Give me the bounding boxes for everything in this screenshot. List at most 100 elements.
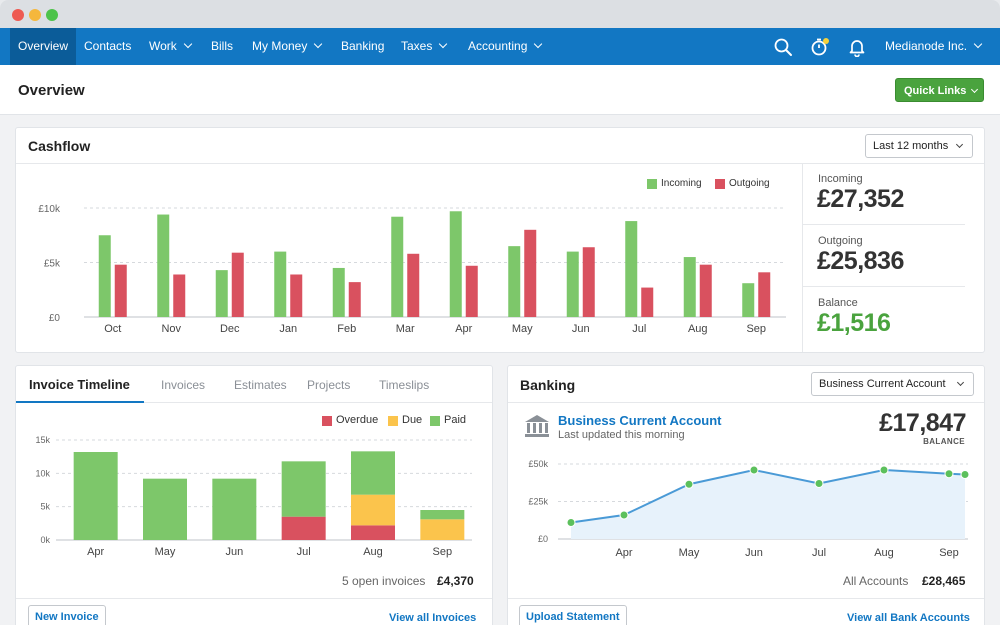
balance-point [960, 470, 970, 479]
nav-work-label: Work [149, 39, 177, 53]
tab-invoice-timeline[interactable]: Invoice Timeline [29, 377, 130, 392]
y-tick-label: 15k [35, 435, 50, 445]
bar-outgoing [290, 274, 303, 317]
bank-balance-value: £17,847 [879, 409, 966, 437]
upload-statement-button[interactable]: Upload Statement [519, 605, 627, 625]
company-menu[interactable]: Medianode Inc. [877, 28, 989, 65]
y-tick-label: £0 [538, 534, 548, 544]
nav-banking[interactable]: Banking [333, 28, 392, 65]
bar-incoming [449, 211, 462, 317]
x-tick-label: Apr [455, 323, 472, 335]
minimize-window-button[interactable] [29, 9, 41, 21]
x-tick-label: Jul [632, 323, 646, 335]
timer-icon[interactable] [810, 37, 830, 57]
cashflow-title: Cashflow [28, 138, 91, 154]
chevron-down-icon [534, 39, 543, 49]
y-tick-label: 10k [35, 468, 50, 478]
x-tick-label: Apr [615, 547, 632, 559]
nav-bills[interactable]: Bills [203, 28, 241, 65]
cashflow-period-select[interactable]: Last 12 months [865, 134, 973, 158]
balance-point [749, 465, 759, 475]
nav-my-money-label: My Money [252, 39, 308, 53]
x-tick-label: Jul [297, 546, 311, 558]
bar-outgoing [758, 272, 771, 317]
nav-accounting[interactable]: Accounting [460, 28, 549, 65]
bar-due [351, 494, 395, 526]
bar-paid [420, 510, 465, 520]
nav-overview-label: Overview [18, 39, 69, 53]
bar-outgoing [348, 282, 361, 317]
open-invoices-total: £4,370 [437, 574, 474, 588]
banking-card: Banking Business Current Account Busines… [507, 365, 985, 625]
legend-outgoing-label: Outgoing [729, 178, 770, 189]
bar-incoming [508, 246, 521, 317]
view-all-bank-accounts-link[interactable]: View all Bank Accounts [847, 612, 970, 624]
view-all-invoices-link[interactable]: View all Invoices [389, 612, 477, 624]
balance-line [570, 468, 966, 524]
divider [803, 286, 965, 287]
divider [508, 598, 984, 599]
bar-overdue [351, 525, 395, 540]
bar-incoming [274, 251, 287, 317]
nav-taxes[interactable]: Taxes [393, 28, 454, 65]
bank-account-name[interactable]: Business Current Account [558, 413, 722, 428]
nav-work[interactable]: Work [141, 28, 199, 65]
bar-incoming [391, 216, 404, 317]
divider [144, 402, 492, 403]
balance-area [571, 470, 965, 539]
x-tick-label: Aug [874, 547, 894, 559]
top-nav: Overview Contacts Work Bills My Money Ba… [0, 28, 1000, 65]
x-tick-label: Sep [746, 323, 766, 335]
x-tick-label: Aug [363, 546, 383, 558]
bar-incoming [157, 214, 170, 317]
tab-timeslips[interactable]: Timeslips [379, 378, 430, 392]
close-window-button[interactable] [12, 9, 24, 21]
outgoing-value: £25,836 [817, 247, 904, 275]
x-tick-label: Jun [572, 323, 590, 335]
nav-contacts[interactable]: Contacts [76, 28, 139, 65]
incoming-label: Incoming [818, 173, 863, 185]
company-name: Medianode Inc. [885, 39, 968, 53]
chevron-down-icon [314, 39, 323, 49]
bar-incoming [742, 283, 755, 317]
legend-paid-label: Paid [444, 414, 467, 426]
x-tick-label: May [679, 547, 700, 559]
new-invoice-button[interactable]: New Invoice [28, 605, 106, 625]
nav-my-money[interactable]: My Money [244, 28, 329, 65]
quick-links-button[interactable]: Quick Links [895, 78, 984, 102]
bank-icon [525, 415, 549, 437]
balance-label: Balance [818, 297, 858, 309]
bank-account-select[interactable]: Business Current Account [811, 372, 974, 396]
nav-bills-label: Bills [211, 39, 234, 53]
search-icon[interactable] [773, 37, 793, 57]
x-tick-label: May [155, 546, 176, 558]
bank-balance-label: BALANCE [923, 437, 965, 446]
tab-estimates[interactable]: Estimates [234, 378, 287, 392]
divider [16, 598, 492, 599]
legend-paid-swatch [430, 416, 440, 426]
x-tick-label: Jun [225, 546, 243, 558]
legend-due-swatch [388, 416, 398, 426]
chevron-down-icon [956, 378, 965, 387]
legend-incoming-swatch [647, 179, 657, 189]
nav-overview[interactable]: Overview [10, 28, 77, 65]
bar-outgoing [641, 287, 654, 317]
bar-paid [351, 451, 395, 495]
tab-projects[interactable]: Projects [307, 378, 351, 392]
balance-point [814, 479, 824, 488]
quick-links-label: Quick Links [904, 85, 967, 97]
balance-point [944, 469, 954, 479]
chevron-down-icon [955, 140, 964, 149]
open-invoices-label: 5 open invoices [342, 574, 426, 588]
tab-invoices[interactable]: Invoices [161, 378, 206, 392]
bell-icon[interactable] [847, 37, 867, 57]
maximize-window-button[interactable] [46, 9, 58, 21]
nav-contacts-label: Contacts [84, 39, 132, 53]
cashflow-card: Cashflow Last 12 months Incoming Outgoin… [15, 127, 985, 353]
bar-outgoing [114, 264, 127, 317]
bar-outgoing [173, 274, 186, 317]
x-tick-label: Sep [433, 546, 453, 558]
x-tick-label: Jun [745, 547, 763, 559]
bar-outgoing [465, 265, 478, 317]
bar-incoming [98, 235, 111, 317]
